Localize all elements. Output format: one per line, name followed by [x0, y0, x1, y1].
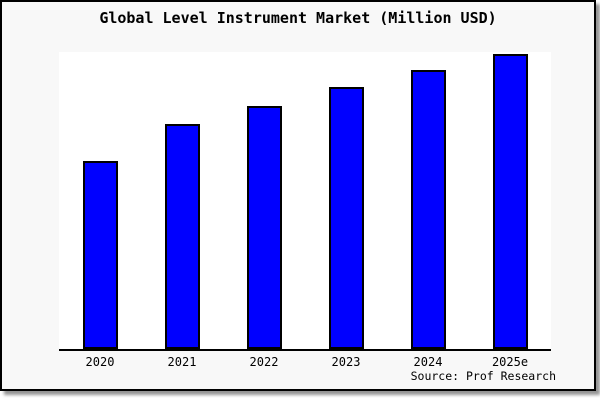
- bar-slot: [223, 52, 305, 349]
- bar-slot: [387, 52, 469, 349]
- bar-2023: [328, 87, 364, 349]
- bar-2022: [246, 105, 282, 349]
- x-tick-label-2021: 2021: [167, 355, 197, 369]
- bar-slot: [59, 52, 141, 349]
- x-tick-label-2022: 2022: [249, 355, 279, 369]
- bar-2024: [410, 70, 446, 349]
- plot-area: [59, 52, 551, 351]
- x-axis-tick-labels: 2020 2021 2022 2023 2024 2025e: [59, 355, 551, 369]
- bar-slot: [305, 52, 387, 349]
- bar-2020: [82, 161, 118, 349]
- bar-2025e: [492, 53, 528, 349]
- bars-container: [59, 52, 551, 349]
- x-tick-label-2023: 2023: [331, 355, 361, 369]
- bar-slot: [469, 52, 551, 349]
- chart-card: Global Level Instrument Market (Million …: [0, 0, 596, 391]
- source-note: Source: Prof Research: [410, 369, 556, 383]
- chart-title: Global Level Instrument Market (Million …: [99, 9, 497, 27]
- bar-slot: [141, 52, 223, 349]
- bar-2021: [164, 123, 200, 349]
- x-tick-label-2025e: 2025e: [491, 355, 529, 369]
- x-tick-label-2020: 2020: [85, 355, 115, 369]
- x-tick-label-2024: 2024: [413, 355, 443, 369]
